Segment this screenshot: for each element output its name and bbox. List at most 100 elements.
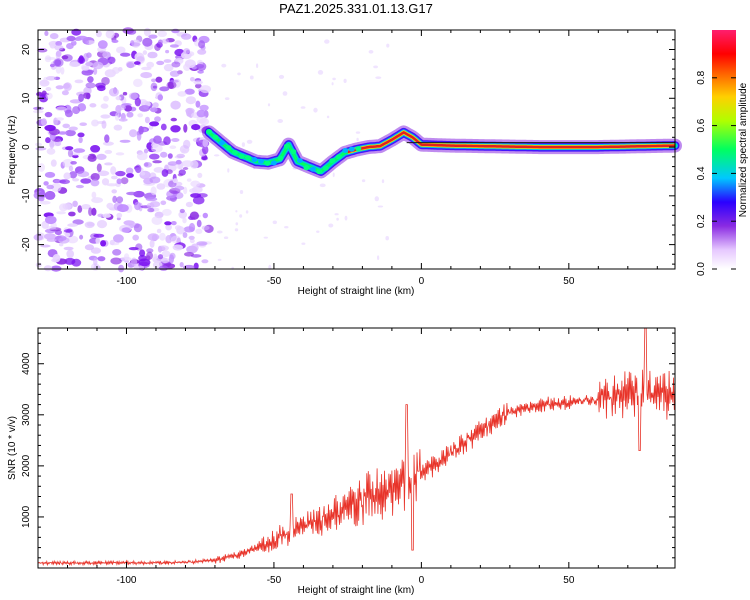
- y-tick-label: -10: [21, 188, 32, 203]
- noise-blob: [60, 67, 65, 75]
- noise-blob: [117, 204, 129, 213]
- noise-blob: [179, 208, 185, 214]
- noise-blob: [64, 257, 76, 265]
- noise-blob: [171, 61, 181, 68]
- noise-blob: [150, 82, 158, 92]
- noise-blob: [183, 186, 188, 195]
- noise-blob: [196, 219, 202, 228]
- track-blob: [245, 155, 251, 161]
- noise-blob: [143, 105, 149, 109]
- noise-blob: [149, 176, 161, 184]
- noise-blob: [64, 109, 73, 118]
- noise-blob: [134, 97, 141, 107]
- noise-blob: [157, 254, 164, 260]
- noise-blob: [146, 248, 154, 253]
- noise-blob: [159, 232, 166, 241]
- noise-blob: [146, 202, 155, 209]
- noise-blob: [152, 102, 159, 108]
- noise-blob: [67, 223, 78, 227]
- noise-blob: [190, 243, 199, 252]
- noise-blob: [153, 253, 158, 260]
- noise-blob: [46, 76, 57, 81]
- noise-blob: [153, 167, 165, 173]
- snr-frame: [37, 327, 676, 569]
- noise-blob: [160, 123, 167, 131]
- noise-blob: [89, 103, 97, 108]
- noise-blob: [167, 153, 173, 159]
- track-blob: [277, 155, 284, 161]
- noise-blob: [81, 66, 90, 71]
- noise-blob: [123, 220, 135, 226]
- noise-blob: [138, 125, 144, 135]
- track-blob: [206, 129, 212, 134]
- noise-blob: [263, 236, 268, 239]
- noise-blob: [184, 252, 194, 257]
- noise-blob: [151, 78, 157, 83]
- noise-blob: [282, 91, 288, 96]
- noise-blob: [185, 201, 193, 208]
- noise-blob: [163, 59, 172, 63]
- noise-blob: [171, 28, 180, 34]
- x-tick-label: 0: [419, 276, 425, 287]
- x-tick-label: 50: [563, 575, 575, 586]
- noise-blob: [169, 70, 180, 77]
- noise-blob: [192, 196, 205, 205]
- noise-blob: [77, 171, 90, 178]
- noise-blob: [85, 62, 93, 67]
- noise-blob: [69, 99, 82, 104]
- track-blob: [355, 146, 362, 152]
- noise-blob: [97, 213, 104, 218]
- noise-blob: [136, 152, 148, 161]
- noise-blob: [35, 147, 47, 151]
- noise-blob: [91, 119, 99, 127]
- noise-blob: [65, 146, 74, 151]
- noise-blob: [175, 159, 182, 165]
- noise-blob: [155, 76, 163, 83]
- noise-blob: [122, 91, 128, 96]
- noise-blob: [331, 82, 334, 86]
- noise-blob: [328, 223, 334, 228]
- noise-blob: [256, 63, 259, 68]
- noise-blob: [134, 61, 141, 65]
- noise-blob: [65, 129, 76, 137]
- noise-blob: [68, 165, 74, 172]
- noise-blob: [91, 191, 97, 199]
- noise-blob: [143, 162, 152, 168]
- noise-blob: [193, 262, 199, 270]
- noise-blob: [104, 162, 113, 166]
- track-blob: [258, 158, 264, 164]
- noise-blob: [132, 234, 139, 241]
- noise-blob: [169, 145, 177, 149]
- noise-blob: [189, 211, 199, 220]
- x-tick-label: -100: [116, 575, 136, 586]
- noise-blob: [124, 105, 133, 112]
- noise-blob: [185, 107, 195, 114]
- noise-blob: [195, 228, 203, 234]
- noise-blob: [61, 90, 69, 96]
- noise-blob: [197, 70, 204, 74]
- noise-blob: [44, 190, 56, 200]
- noise-blob: [122, 27, 134, 34]
- noise-blob: [35, 262, 42, 268]
- noise-blob: [59, 203, 68, 212]
- noise-blob: [79, 234, 84, 240]
- noise-blob: [160, 257, 170, 264]
- noise-blob: [138, 258, 151, 267]
- noise-blob: [170, 117, 177, 122]
- track-blob: [219, 140, 225, 146]
- noise-blob: [126, 111, 134, 118]
- noise-blob: [165, 49, 170, 54]
- y-tick-label: 1000: [21, 505, 32, 528]
- noise-blob: [186, 178, 192, 182]
- noise-blob: [199, 118, 210, 126]
- noise-blob: [185, 96, 197, 105]
- spectrogram-y-label: Frequency (Hz): [7, 116, 18, 185]
- noise-blob: [178, 210, 187, 219]
- noise-blob: [272, 220, 277, 225]
- noise-blob: [147, 207, 155, 213]
- noise-blob: [44, 124, 56, 132]
- noise-blob: [52, 254, 61, 263]
- noise-blob: [143, 27, 151, 37]
- noise-blob: [37, 48, 48, 53]
- noise-blob: [114, 112, 120, 121]
